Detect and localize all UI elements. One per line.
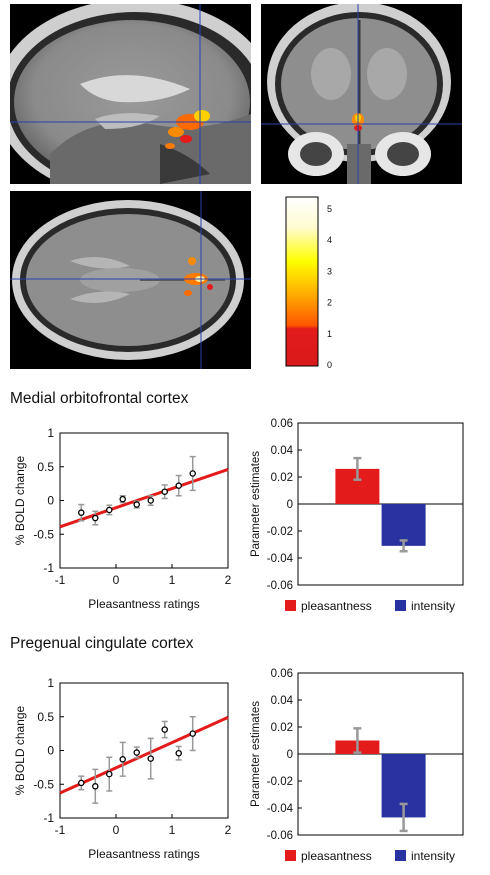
plot-frame — [59, 682, 229, 819]
legend-swatch-pleasantness — [285, 850, 296, 861]
data-point — [92, 514, 99, 522]
section-title-pregenual-cingulate: Pregenual cingulate cortex — [10, 635, 194, 652]
x-tick-label: 1 — [169, 823, 176, 837]
y-tick-label: 0.02 — [271, 472, 293, 484]
colorbar-image: 5 4 3 2 1 0 — [285, 196, 332, 370]
legend-label-intensity: intensity — [411, 599, 455, 613]
y-tick-label: 0 — [287, 499, 293, 511]
y-tick-label: 0.06 — [271, 668, 293, 680]
scatter-chart-medial-ofc: -1 0 1 2 1 0.5 0 -0.5 -1 Pleasantness ratings % BO… — [13, 426, 232, 611]
axial-scan — [10, 191, 251, 369]
data-point — [78, 779, 85, 787]
legend-label-pleasantness: pleasantness — [301, 849, 372, 863]
legend-swatch-intensity — [395, 600, 406, 611]
y-tick-label: -0.02 — [267, 776, 293, 788]
colorbar: 5 4 3 2 1 0 — [285, 196, 345, 371]
y-tick-label: 0.5 — [37, 460, 54, 474]
y-tick-label: -0.04 — [267, 553, 294, 565]
plot-frame — [59, 432, 229, 569]
y-tick-label: 0 — [47, 494, 54, 508]
colorbar-tick-label: 0 — [327, 360, 332, 370]
y-tick-label: 0 — [287, 749, 293, 761]
data-point — [147, 755, 154, 762]
y-tick-label: -0.04 — [267, 803, 294, 815]
x-tick-label: 0 — [113, 823, 120, 837]
x-tick-label: 2 — [225, 823, 232, 837]
data-point — [161, 726, 168, 733]
y-tick-label: -1 — [43, 561, 54, 575]
section-title-medial-ofc: Medial orbitofrontal cortex — [10, 390, 189, 407]
y-tick-label: 0 — [47, 744, 54, 758]
data-point — [189, 470, 196, 477]
data-point — [133, 501, 140, 508]
data-point — [133, 749, 140, 756]
y-tick-label: -0.5 — [33, 777, 54, 791]
sagittal-scan-image — [0, 0, 275, 199]
data-point — [189, 730, 196, 737]
data-point — [119, 495, 126, 503]
x-tick-label: 0 — [113, 573, 120, 587]
x-tick-label: 1 — [169, 573, 176, 587]
sagittal-activation — [165, 110, 210, 149]
bar-intensity — [381, 504, 426, 546]
colorbar-tick-label: 1 — [327, 329, 332, 339]
legend-swatch-pleasantness — [285, 600, 296, 611]
x-tick-label: -1 — [55, 573, 66, 587]
regression-line — [59, 468, 229, 529]
y-tick-label: -0.06 — [267, 830, 293, 842]
colorbar-tick-label: 4 — [327, 235, 332, 245]
data-point — [161, 488, 168, 495]
y-tick-label: 0.5 — [37, 710, 54, 724]
x-axis-label: Pleasantness ratings — [88, 597, 199, 611]
colorbar-tick-label: 3 — [327, 266, 332, 276]
y-tick-label: 0.04 — [271, 695, 294, 707]
y-tick-label: -0.5 — [33, 527, 54, 541]
data-point — [119, 756, 126, 763]
data-point — [78, 509, 85, 516]
regression-line — [59, 716, 229, 795]
y-axis-label: % BOLD change — [13, 705, 27, 795]
x-tick-label: 2 — [225, 573, 232, 587]
data-point — [106, 506, 113, 514]
colorbar-tick-label: 5 — [327, 204, 332, 214]
x-tick-label: -1 — [55, 823, 66, 837]
y-tick-label: -0.02 — [267, 526, 293, 538]
legend-swatch-intensity — [395, 850, 406, 861]
data-point — [175, 749, 182, 757]
legend-label-intensity: intensity — [411, 849, 455, 863]
data-point — [147, 497, 154, 504]
y-tick-label: -0.06 — [267, 580, 293, 592]
y-tick-label: 0.04 — [271, 445, 294, 457]
colorbar-tick-label: 2 — [327, 298, 332, 308]
y-tick-label: 0.02 — [271, 722, 293, 734]
y-tick-label: 0.06 — [271, 418, 293, 430]
y-axis-label: % BOLD change — [13, 455, 27, 545]
y-axis-label: Parameter estimates — [250, 451, 262, 557]
bar-chart-pregenual-cingulate: 0.06 0.04 0.02 0 -0.02 -0.04 -0.06 Parameter es… — [250, 668, 464, 863]
sagittal-scan — [0, 0, 275, 199]
data-point — [92, 783, 99, 790]
bar-chart-medial-ofc: 0.06 0.04 0.02 0 -0.02 -0.04 -0.06 Parameter es… — [250, 418, 464, 613]
y-tick-label: 1 — [47, 426, 54, 440]
axial-scan-image — [10, 191, 251, 369]
coronal-scan-image — [261, 2, 462, 184]
y-tick-label: -1 — [43, 811, 54, 825]
data-point — [175, 482, 182, 489]
x-axis-label: Pleasantness ratings — [88, 847, 199, 861]
y-axis-label: Parameter estimates — [250, 701, 262, 807]
coronal-scan — [261, 2, 462, 184]
data-point — [106, 770, 113, 778]
y-tick-label: 1 — [47, 676, 54, 690]
scatter-chart-pregenual-cingulate: -1 0 1 2 1 0.5 0 -0.5 -1 Pleasantness ratings % BO… — [13, 676, 232, 861]
legend-label-pleasantness: pleasantness — [301, 599, 372, 613]
